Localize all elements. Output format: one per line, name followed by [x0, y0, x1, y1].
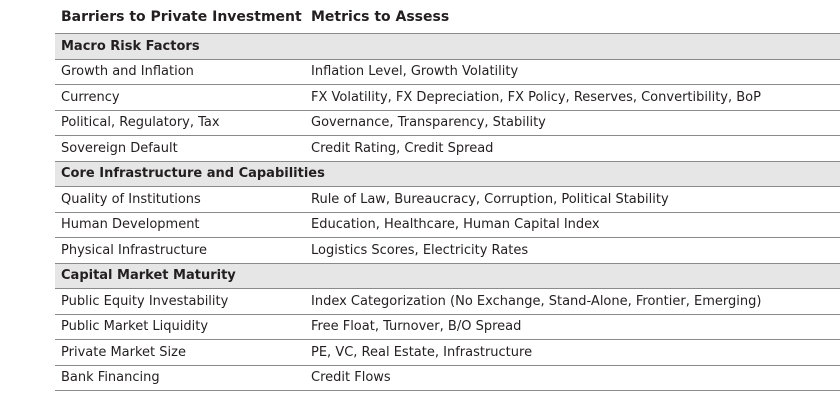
column-header-metrics: Metrics to Assess: [311, 8, 450, 25]
table-row: Bank Financing Credit Flows: [55, 366, 840, 391]
table-row: Private Market Size PE, VC, Real Estate, …: [55, 340, 840, 366]
table-row: Public Market Liquidity Free Float, Turno…: [55, 315, 840, 340]
metrics-cell: Inflation Level, Growth Volatility: [311, 64, 519, 80]
metrics-cell: Free Float, Turnover, B/O Spread: [311, 319, 522, 335]
barrier-cell: Currency: [61, 89, 120, 105]
barrier-cell: Human Development: [61, 217, 200, 233]
barrier-cell: Sovereign Default: [61, 140, 178, 156]
metrics-cell: Index Categorization (No Exchange, Stand…: [311, 293, 762, 309]
section-title: Capital Market Maturity: [61, 268, 236, 284]
section-title: Macro Risk Factors: [61, 38, 200, 54]
table-row: Quality of Institutions Rule of Law, Bure…: [55, 187, 840, 213]
metrics-cell: Education, Healthcare, Human Capital Ind…: [311, 217, 600, 233]
table-header-row: Barriers to Private Investment Metrics t…: [55, 0, 840, 34]
section-title: Core Infrastructure and Capabilities: [61, 166, 325, 182]
section-header-row: Core Infrastructure and Capabilities: [55, 161, 840, 187]
barriers-table: Barriers to Private Investment Metrics t…: [55, 0, 840, 391]
table-row: Sovereign Default Credit Rating, Credit S…: [55, 136, 840, 162]
table-row: Human Development Education, Healthcare, …: [55, 213, 840, 238]
barrier-cell: Bank Financing: [61, 370, 160, 386]
metrics-cell: FX Volatility, FX Depreciation, FX Polic…: [311, 89, 761, 105]
table-row: Physical Infrastructure Logistics Scores,…: [55, 238, 840, 264]
barrier-cell: Public Equity Investability: [61, 293, 229, 309]
barrier-cell: Growth and Inflation: [61, 64, 194, 80]
table-row: Public Equity Investability Index Categor…: [55, 289, 840, 315]
metrics-cell: Credit Rating, Credit Spread: [311, 140, 494, 156]
metrics-cell: PE, VC, Real Estate, Infrastructure: [311, 344, 533, 360]
table-body: Macro Risk Factors Growth and Inflation In…: [55, 34, 840, 391]
barrier-cell: Private Market Size: [61, 344, 186, 360]
barrier-cell: Physical Infrastructure: [61, 242, 207, 258]
barrier-cell: Political, Regulatory, Tax: [61, 115, 220, 131]
metrics-cell: Governance, Transparency, Stability: [311, 115, 546, 131]
section-header-row: Capital Market Maturity: [55, 263, 840, 289]
table-row: Growth and Inflation Inflation Level, Gro…: [55, 60, 840, 85]
table-row: Currency FX Volatility, FX Depreciation, …: [55, 85, 840, 111]
section-header-row: Macro Risk Factors: [55, 34, 840, 60]
column-header-barriers: Barriers to Private Investment: [61, 8, 302, 25]
table-row: Political, Regulatory, Tax Governance, Tr…: [55, 111, 840, 136]
metrics-cell: Rule of Law, Bureaucracy, Corruption, Po…: [311, 191, 669, 207]
metrics-cell: Logistics Scores, Electricity Rates: [311, 242, 529, 258]
metrics-cell: Credit Flows: [311, 370, 391, 386]
barrier-cell: Quality of Institutions: [61, 191, 201, 207]
barrier-cell: Public Market Liquidity: [61, 319, 209, 335]
